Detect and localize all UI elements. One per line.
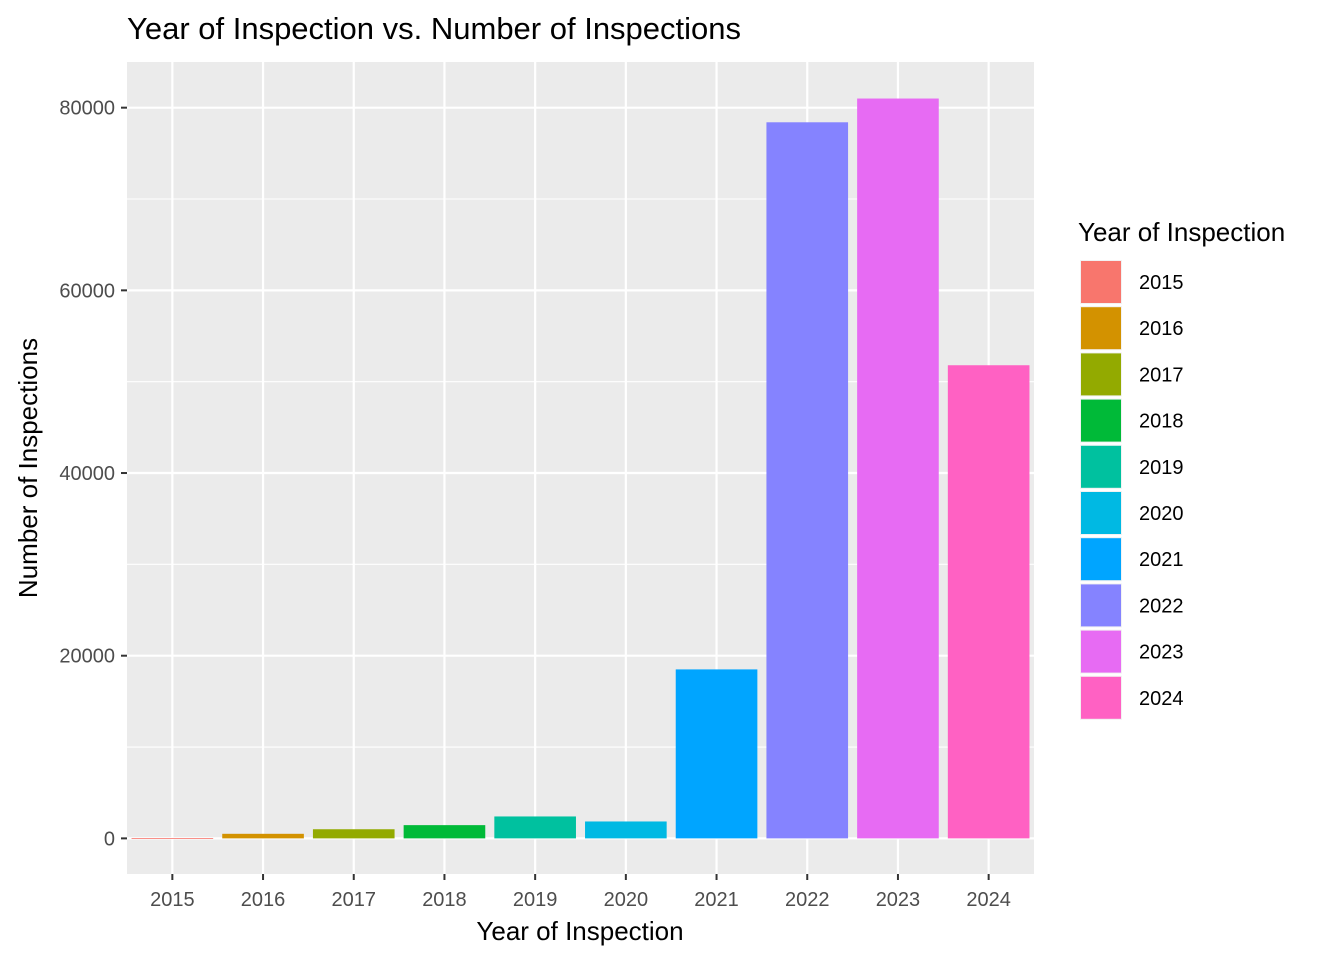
bar-2017 (312, 829, 395, 839)
legend-label: 2019 (1139, 457, 1184, 479)
x-axis: 2015 2016 2017 2018 2019 2020 2021 2022 2023 2024 (150, 874, 1011, 911)
chart-title: Year of Inspection vs. Number of Inspect… (127, 11, 741, 46)
legend-label: 2021 (1139, 549, 1184, 571)
x-tick-label: 2019 (513, 889, 558, 911)
x-tick-label: 2023 (876, 889, 921, 911)
bar-2018 (403, 825, 486, 839)
bar-2023 (857, 98, 939, 839)
legend-swatch-2024 (1081, 676, 1121, 719)
y-tick-label: 20000 (59, 646, 115, 668)
legend-label: 2018 (1139, 411, 1184, 433)
y-tick-label: 80000 (59, 98, 115, 120)
legend-label: 2022 (1139, 595, 1184, 617)
legend-swatch-2017 (1081, 353, 1121, 396)
legend-swatch-2016 (1081, 307, 1121, 350)
x-tick-label: 2017 (332, 889, 377, 911)
legend-swatch-2019 (1081, 445, 1121, 488)
legend-label: 2015 (1139, 272, 1184, 294)
y-axis-title: Number of Inspections (13, 338, 43, 598)
legend-swatch-2023 (1081, 630, 1121, 673)
y-tick-label: 0 (104, 828, 115, 850)
legend-swatch-2018 (1081, 399, 1121, 442)
legend: Year of Inspection 201520162017201820192… (1078, 217, 1285, 720)
legend-swatch-2020 (1081, 492, 1121, 534)
legend-swatch-2022 (1081, 584, 1121, 627)
x-tick-label: 2016 (241, 889, 286, 911)
legend-swatch-2021 (1081, 538, 1121, 581)
legend-label: 2023 (1139, 642, 1184, 664)
y-axis: 0 20000 40000 60000 80000 (59, 98, 127, 850)
bar-2024 (947, 365, 1030, 839)
legend-title: Year of Inspection (1078, 217, 1285, 247)
bar-2015 (131, 838, 214, 839)
legend-label: 2016 (1139, 318, 1184, 340)
legend-label: 2024 (1139, 688, 1184, 710)
legend-label: 2020 (1139, 503, 1184, 525)
x-tick-label: 2018 (422, 889, 467, 911)
x-tick-label: 2024 (966, 889, 1011, 911)
legend-items: 2015 2016 2017 2018 2019 2020 2021 2022 2023 2024 (1080, 260, 1184, 720)
x-tick-label: 2021 (694, 889, 739, 911)
legend-label: 2017 (1139, 364, 1184, 386)
bar-2022 (766, 122, 849, 839)
bars (131, 98, 1030, 839)
x-tick-label: 2015 (150, 889, 195, 911)
x-tick-label: 2022 (785, 889, 830, 911)
legend-swatch-2015 (1081, 261, 1121, 303)
bar-2016 (222, 833, 304, 839)
y-tick-label: 40000 (59, 463, 115, 485)
x-axis-title: Year of Inspection (476, 916, 683, 946)
x-tick-label: 2020 (604, 889, 649, 911)
bar-2019 (494, 816, 576, 839)
bar-2021 (675, 669, 758, 839)
bar-2020 (585, 821, 667, 839)
y-tick-label: 60000 (59, 280, 115, 302)
